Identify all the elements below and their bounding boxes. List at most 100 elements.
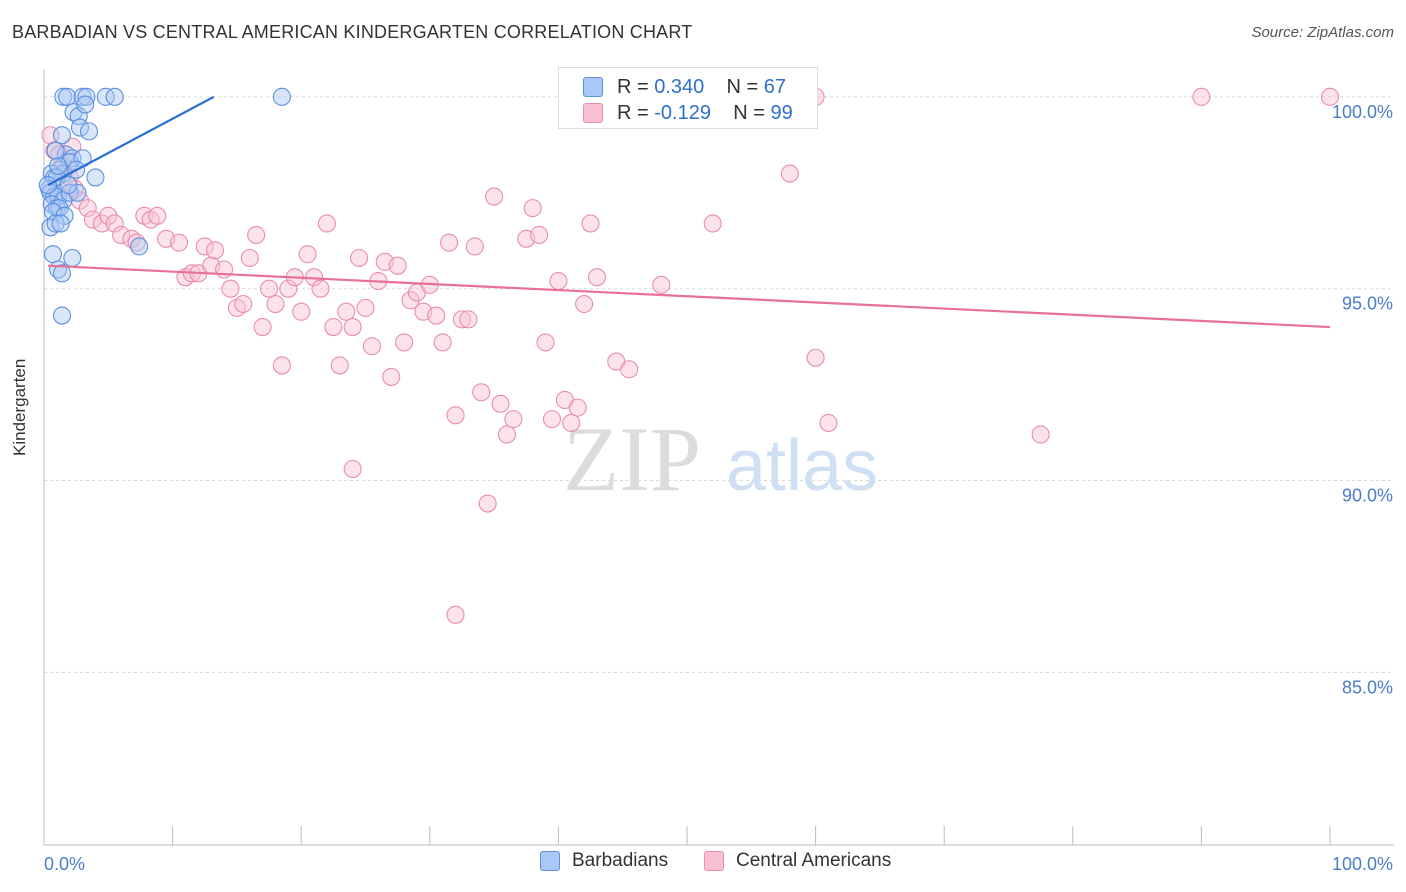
central-american-points	[41, 87, 1340, 624]
data-point-barbadian	[46, 141, 65, 160]
y-axis-label: Kindergarten	[10, 358, 29, 456]
legend-swatch-blue	[583, 77, 603, 97]
data-point-central-american	[536, 333, 555, 352]
data-point-central-american	[83, 210, 102, 229]
legend-swatch-pink	[583, 103, 603, 123]
data-point-central-american	[350, 248, 369, 268]
data-point-barbadian	[77, 87, 96, 106]
data-point-central-american	[343, 318, 362, 337]
data-point-central-american	[446, 605, 465, 624]
data-point-barbadian	[69, 106, 88, 126]
data-point-central-american	[240, 248, 259, 268]
watermark-atlas: atlas	[726, 426, 878, 506]
axes	[43, 70, 1394, 846]
data-point-central-american	[99, 206, 118, 225]
data-point-central-american	[703, 214, 722, 233]
legend-item-barbadians: Barbadians	[540, 850, 668, 872]
data-point-central-american	[279, 279, 298, 298]
legend-row-central-americans: R = -0.129 N = 99	[583, 100, 793, 126]
data-point-central-american	[575, 294, 594, 314]
data-point-central-american	[253, 318, 272, 337]
data-point-barbadian	[63, 248, 82, 268]
legend-n-label: N =	[733, 101, 771, 124]
legend-swatch-blue	[540, 851, 560, 871]
y-tick-label: 85.0%	[1342, 677, 1393, 697]
data-point-central-american	[819, 413, 838, 433]
data-point-central-american	[530, 225, 549, 245]
data-point-central-american	[497, 425, 517, 444]
x-tick-label: 0.0%	[44, 854, 85, 874]
watermark-zip: ZIP	[563, 408, 701, 510]
data-point-central-american	[472, 383, 491, 402]
data-point-central-american	[266, 294, 285, 314]
data-point-central-american	[542, 410, 562, 429]
data-point-barbadian	[52, 264, 72, 283]
data-point-barbadian	[58, 87, 77, 106]
series-legend: Barbadians Central Americans	[0, 850, 1406, 878]
data-point-barbadian	[52, 126, 72, 145]
data-point-central-american	[806, 348, 825, 367]
data-point-barbadian	[49, 156, 68, 175]
data-point-central-american	[105, 214, 124, 233]
data-point-central-american	[112, 225, 131, 245]
watermark: ZIP atlas	[563, 408, 878, 510]
data-point-central-american	[1192, 87, 1211, 106]
data-point-central-american	[92, 214, 111, 233]
data-point-central-american	[382, 367, 401, 386]
data-point-central-american	[395, 333, 414, 352]
data-point-barbadian	[51, 214, 70, 233]
data-point-central-american	[317, 214, 336, 233]
data-point-central-american	[388, 256, 407, 275]
data-point-central-american	[1031, 425, 1050, 444]
data-point-central-american	[465, 237, 484, 256]
data-point-barbadian	[86, 168, 105, 187]
data-point-central-american	[652, 275, 671, 294]
data-point-barbadian	[272, 87, 291, 106]
legend-n-value: 67	[763, 75, 787, 98]
data-point-barbadian	[59, 176, 78, 195]
data-point-central-american	[195, 237, 214, 256]
data-point-central-american	[205, 241, 225, 260]
data-point-central-american	[1320, 87, 1340, 106]
data-point-central-american	[440, 233, 459, 252]
data-point-barbadian	[60, 183, 79, 202]
data-point-central-american	[504, 410, 523, 429]
data-point-barbadian	[52, 306, 72, 325]
data-point-barbadian	[70, 118, 90, 137]
data-point-central-american	[272, 356, 291, 375]
data-point-central-american	[247, 225, 266, 245]
data-point-central-american	[330, 356, 349, 375]
data-point-central-american	[148, 206, 167, 225]
data-point-central-american	[234, 294, 253, 314]
x-tick-label: 100.0%	[1332, 854, 1393, 874]
data-point-central-american	[523, 199, 542, 218]
trend-line-barbadians	[47, 95, 215, 187]
legend-swatch-pink	[704, 851, 724, 871]
data-point-central-american	[485, 187, 504, 206]
data-point-central-american	[343, 459, 362, 479]
legend-r-label: R =	[617, 75, 655, 98]
data-point-central-american	[568, 398, 587, 417]
data-point-central-american	[581, 214, 600, 233]
legend-n-label: N =	[726, 75, 764, 98]
chart-source: Source: ZipAtlas.com	[1251, 24, 1394, 41]
data-point-central-american	[452, 310, 472, 329]
chart-title: BARBADIAN VS CENTRAL AMERICAN KINDERGART…	[12, 22, 693, 42]
data-point-central-american	[549, 271, 568, 291]
data-point-central-american	[562, 413, 581, 433]
data-point-central-american	[446, 406, 465, 425]
data-point-central-american	[620, 360, 639, 379]
tick-labels: 85.0% 90.0% 95.0% 100.0% 0.0% 100.0%	[44, 102, 1393, 874]
data-point-barbadian	[46, 214, 65, 233]
legend-r-label: R =	[617, 101, 655, 124]
data-point-central-american	[780, 164, 799, 183]
y-tick-label: 100.0%	[1332, 102, 1393, 122]
data-point-central-american	[169, 233, 189, 252]
data-point-barbadian	[79, 122, 99, 141]
data-point-barbadian	[130, 237, 149, 256]
legend-label: Central Americans	[736, 850, 892, 871]
barbadian-points	[38, 87, 291, 325]
y-tick-label: 95.0%	[1342, 294, 1393, 314]
trend-lines	[47, 95, 1331, 329]
